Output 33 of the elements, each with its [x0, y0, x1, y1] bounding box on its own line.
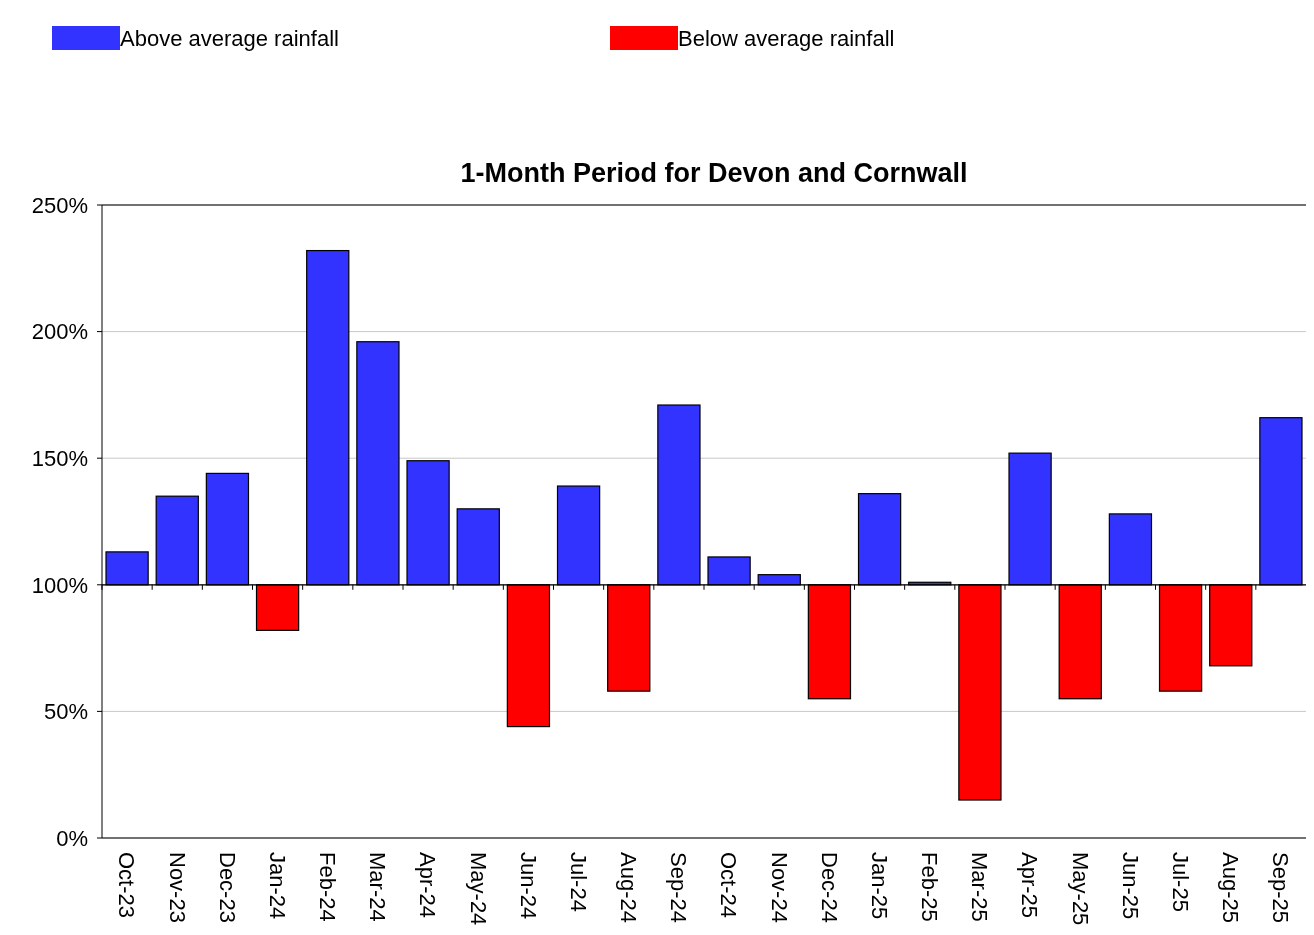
x-tick-label: Oct-24	[716, 852, 742, 919]
y-tick-label: 50%	[43, 699, 88, 725]
x-tick-label: Aug-25	[1218, 852, 1244, 923]
x-tick-label: Mar-25	[967, 852, 993, 922]
x-tick-label: Feb-24	[315, 852, 341, 922]
x-tick-label: Aug-24	[616, 852, 642, 923]
x-tick-label: May-24	[465, 852, 491, 926]
x-tick-label: Apr-25	[1017, 852, 1043, 919]
x-tick-label: May-25	[1067, 852, 1093, 926]
chart-title: 1-Month Period for Devon and Cornwall	[460, 158, 968, 188]
x-tick-label: Sep-25	[1268, 852, 1294, 923]
x-tick-label: Jan-25	[866, 852, 892, 920]
y-tick-label: 200%	[31, 319, 88, 345]
y-tick-label: 250%	[31, 192, 88, 218]
y-tick-label: 100%	[31, 572, 88, 598]
x-tick-label: Nov-24	[766, 852, 792, 923]
legend-label: Below average rainfall	[678, 25, 895, 51]
x-tick-label: Jul-24	[565, 852, 591, 912]
x-tick-label: Mar-24	[365, 852, 391, 922]
x-tick-label: Nov-23	[164, 852, 190, 923]
y-tick-label: 0%	[56, 825, 88, 851]
x-tick-label: Feb-25	[917, 852, 943, 922]
x-tick-label: Jun-24	[515, 852, 541, 920]
x-tick-label: Oct-23	[114, 852, 140, 919]
x-tick-label: Dec-23	[214, 852, 240, 923]
x-tick-label: Dec-24	[816, 852, 842, 923]
x-tick-label: Apr-24	[415, 852, 441, 919]
legend-label: Above average rainfall	[120, 25, 339, 51]
x-tick-label: Sep-24	[666, 852, 692, 923]
x-tick-label: Jun-25	[1117, 852, 1143, 920]
x-tick-label: Jul-25	[1167, 852, 1193, 912]
x-tick-label: Jan-24	[264, 852, 290, 920]
y-tick-label: 150%	[31, 445, 88, 471]
